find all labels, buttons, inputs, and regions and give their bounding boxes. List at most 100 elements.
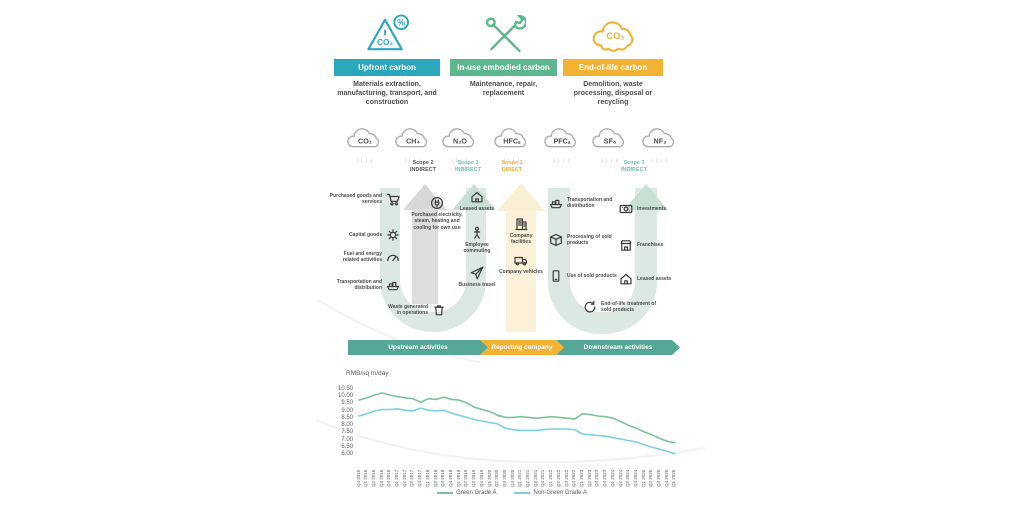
cloud-icon: CH₄ xyxy=(395,128,428,148)
green-line-swatch xyxy=(437,492,454,494)
down-arrows-icon: ↓↓↓↓ xyxy=(355,157,375,164)
scope-3-indirect-upstream-label: Scope 3 INDIRECT xyxy=(455,160,481,173)
upstream-activities-banner: Upstream activities xyxy=(348,340,488,355)
y-tick-label: 6.50 xyxy=(341,443,353,450)
card-title: Upfront carbon xyxy=(334,59,440,76)
gas-label: CH₄ xyxy=(406,137,420,145)
downstream-activities-banner: Downstream activities xyxy=(556,340,680,355)
gas-cloud: NF₃ ↓↓↓↓ xyxy=(637,127,683,164)
legend-item-non-green-grade-a: Non-Green Grade A xyxy=(514,490,587,496)
down-arrows-icon: ↓↓↓↓ xyxy=(600,157,620,164)
house-icon xyxy=(455,190,499,204)
reporting-company-arrow-shaft xyxy=(506,210,536,332)
y-tick-label: 7.00 xyxy=(341,436,353,443)
gas-cloud: SF₆ ↓↓↓↓ xyxy=(587,127,633,164)
gauge-icon xyxy=(386,250,400,264)
list-item: Leased assets xyxy=(455,190,499,212)
co2-warning-triangle-icon: CO₂ % xyxy=(334,6,440,56)
cloud-icon: CO₂ xyxy=(347,128,380,148)
airplane-icon xyxy=(455,266,499,280)
cloud-icon: HFCₛ xyxy=(494,128,527,148)
series-line-non-green-grade-a xyxy=(358,407,676,455)
series-line-green-grade-a xyxy=(358,392,676,444)
y-tick-label: 7.50 xyxy=(341,429,353,436)
y-tick-label: 9.00 xyxy=(341,407,353,414)
upfront-carbon-card: CO₂ % Upfront carbon Materials extractio… xyxy=(334,6,440,107)
list-item: Processing of sold products xyxy=(549,233,619,247)
y-tick-label: 6.00 xyxy=(341,450,353,457)
cargo-ship-icon xyxy=(386,278,400,292)
card-title: In-use embodied carbon xyxy=(450,59,557,76)
building-icon xyxy=(499,217,543,231)
y-tick-label: 10.00 xyxy=(337,393,353,400)
gas-label: NF₃ xyxy=(654,137,667,145)
list-item: Purchased electricity, steam, heating an… xyxy=(407,196,467,231)
svg-text:CO₂: CO₂ xyxy=(606,30,624,41)
list-item: Purchased goods and services xyxy=(328,192,400,206)
down-arrows-icon: ↓↓↓↓ xyxy=(502,157,522,164)
svg-text:%: % xyxy=(397,18,405,28)
van-icon xyxy=(499,253,543,267)
list-item: Franchises xyxy=(619,238,683,252)
end-of-life-carbon-card: CO₂ End-of-life carbon Demolition, waste… xyxy=(563,6,663,107)
gas-label: PFCₛ xyxy=(553,137,570,145)
y-tick-label: 10.50 xyxy=(337,386,353,392)
down-arrows-icon: ↓↓↓↓ xyxy=(650,157,670,164)
gas-label: N₂O xyxy=(453,137,467,145)
list-item: Business travel xyxy=(455,266,499,288)
list-item: Capital goods xyxy=(328,228,400,242)
crossed-tools-icon xyxy=(450,6,557,56)
gas-label: CO₂ xyxy=(358,137,372,145)
scope-1-direct-label: Scope 1 DIRECT xyxy=(501,160,523,173)
list-item: Company facilities xyxy=(499,217,543,246)
investment-icon xyxy=(619,202,633,216)
svg-text:CO₂: CO₂ xyxy=(376,37,392,47)
chart-legend: Green Grade A Non-Green Grade A xyxy=(0,490,1024,496)
cargo-ship-icon xyxy=(549,196,563,210)
list-item: Leased assets xyxy=(619,272,683,286)
gas-cloud: CH₄ ↓↓↓↓ xyxy=(390,127,436,164)
list-item: Company vehicles xyxy=(499,253,543,275)
chart-plot xyxy=(358,392,676,455)
list-item: Employee commuting xyxy=(453,226,501,255)
card-title: End-of-life carbon xyxy=(563,59,663,76)
reporting-company-banner: Reporting company xyxy=(480,340,564,355)
list-item: Fuel and energy related activities xyxy=(328,250,400,264)
down-arrows-icon: ↓↓↓↓ xyxy=(403,157,423,164)
in-use-carbon-card: In-use embodied carbon Maintenance, repa… xyxy=(450,6,557,98)
cloud-icon: NF₃ xyxy=(642,128,675,148)
x-tick-label: Q1 2026 xyxy=(671,469,677,487)
recycle-icon xyxy=(583,300,597,314)
house-icon xyxy=(619,272,633,286)
gas-cloud: N₂O ↓↓↓↓ xyxy=(437,127,483,164)
y-tick-label: 8.50 xyxy=(341,414,353,421)
down-arrows-icon: ↓↓↓↓ xyxy=(552,157,572,164)
device-icon xyxy=(549,269,563,283)
down-arrows-icon: ↓↓↓↓ xyxy=(450,157,470,164)
y-tick-label: 8.00 xyxy=(341,422,353,429)
list-item: End-of-life treatment of sold products xyxy=(583,300,657,314)
cloud-icon: PFCₛ xyxy=(544,128,577,148)
gas-label: SF₆ xyxy=(604,137,616,145)
person-icon xyxy=(453,226,501,240)
scope-3-indirect-downstream-label: Scope 3 INDIRECT xyxy=(621,160,647,173)
list-item: Transportation and distribution xyxy=(328,278,400,292)
legend-item-green-grade-a: Green Grade A xyxy=(437,490,496,496)
list-item: Investments xyxy=(619,202,685,216)
list-item: Waste generated in operations xyxy=(388,303,446,317)
list-item: Use of sold products xyxy=(549,269,619,283)
gear-icon xyxy=(386,228,400,242)
gas-cloud: HFCₛ ↓↓↓↓ xyxy=(489,127,535,164)
gas-cloud: PFCₛ ↓↓↓↓ xyxy=(539,127,585,164)
plug-icon xyxy=(407,196,467,210)
scope-2-indirect-label: Scope 2 INDIRECT xyxy=(410,160,436,173)
cloud-icon: N₂O xyxy=(442,128,475,148)
co2-cloud-icon: CO₂ xyxy=(563,6,663,56)
y-axis-unit-label: RMB/sq m/day xyxy=(346,370,389,377)
box-icon xyxy=(549,233,563,247)
shopping-cart-icon xyxy=(386,192,400,206)
y-tick-label: 9.50 xyxy=(341,400,353,407)
card-description: Demolition, waste processing, disposal o… xyxy=(573,81,653,107)
